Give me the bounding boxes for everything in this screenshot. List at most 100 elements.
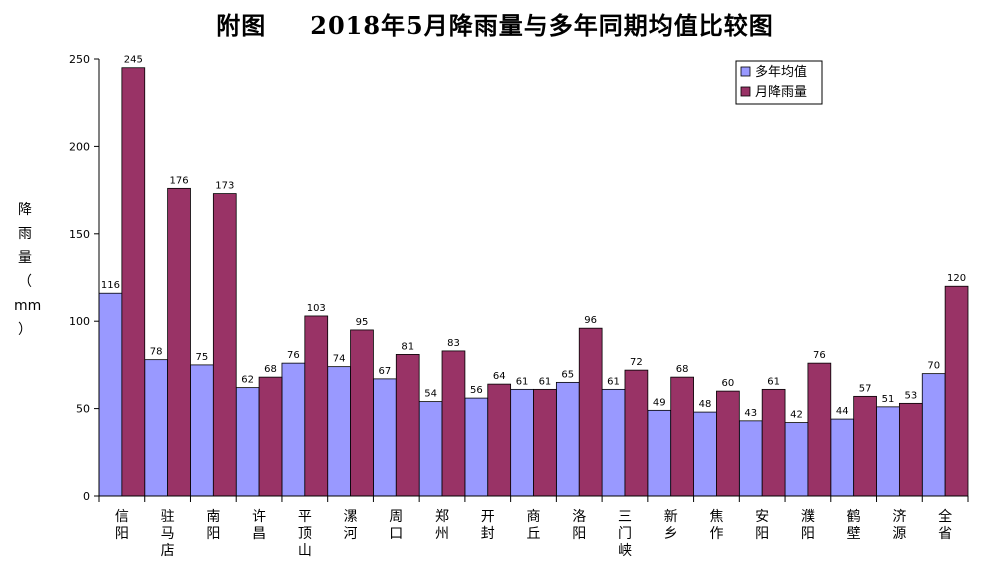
data-label: 53 xyxy=(904,390,917,401)
data-label: 83 xyxy=(447,338,460,349)
data-label: 103 xyxy=(307,303,326,314)
data-label: 64 xyxy=(493,371,506,382)
data-label: 74 xyxy=(333,354,346,365)
data-label: 68 xyxy=(264,364,277,375)
data-label: 116 xyxy=(101,280,120,291)
x-tick-label-char: 郑 xyxy=(435,509,449,525)
data-label: 61 xyxy=(516,376,529,387)
y-axis-label: 降 雨 量 （ mm ） xyxy=(14,198,41,342)
y-axis-label-char: ） xyxy=(18,322,32,338)
x-tick-label: 新乡 xyxy=(664,509,678,542)
bar-may xyxy=(487,383,512,497)
data-label: 62 xyxy=(241,375,254,386)
bar-may xyxy=(761,388,786,497)
x-tick-label-char: 马 xyxy=(161,526,175,542)
bar-avg xyxy=(555,381,580,497)
data-label: 76 xyxy=(813,350,826,361)
bar-may xyxy=(624,369,649,497)
x-tick-label-char: 焦 xyxy=(709,509,723,525)
bar-may xyxy=(304,315,329,497)
x-tick-label-char: 顶 xyxy=(298,526,312,542)
x-tick-label-char: 新 xyxy=(664,509,678,525)
bar-may xyxy=(807,362,832,497)
bar-avg xyxy=(144,359,169,497)
x-tick-label-char: 封 xyxy=(481,526,495,542)
x-tick-label-char: 三 xyxy=(618,509,632,525)
x-tick-label-char: 口 xyxy=(389,526,403,542)
y-axis-label-char: 雨 xyxy=(18,226,32,242)
bar-may xyxy=(121,67,146,497)
x-tick-label-char: 阳 xyxy=(755,526,769,542)
x-tick-label: 商丘 xyxy=(527,509,541,542)
bar-may xyxy=(578,327,603,497)
x-tick-label-char: 驻 xyxy=(161,509,175,525)
y-axis-label-char: 量 xyxy=(18,250,32,266)
x-tick-label-char: 门 xyxy=(618,526,632,542)
x-tick-label: 周口 xyxy=(389,509,403,542)
data-label: 56 xyxy=(470,385,483,396)
x-tick-label: 郑州 xyxy=(435,509,449,542)
data-label: 75 xyxy=(196,352,209,363)
bar-avg xyxy=(830,418,855,497)
bar-avg xyxy=(373,378,397,497)
x-tick-label-char: 漯 xyxy=(344,509,358,525)
data-label: 48 xyxy=(699,399,712,410)
data-label: 61 xyxy=(767,376,780,387)
bar-avg xyxy=(98,292,123,497)
y-tick-label: 200 xyxy=(69,140,90,153)
y-tick-label: 250 xyxy=(69,53,90,66)
bar-may xyxy=(258,376,283,497)
x-tick-label: 三门峡 xyxy=(618,509,632,559)
data-label: 60 xyxy=(722,378,735,389)
x-tick-label-char: 河 xyxy=(344,526,358,542)
x-tick-label-char: 山 xyxy=(298,543,312,559)
data-label: 44 xyxy=(836,406,849,417)
bar-avg xyxy=(601,388,626,497)
data-label: 78 xyxy=(150,347,163,358)
x-tick-label-char: 许 xyxy=(252,509,266,525)
bar-avg xyxy=(921,373,946,497)
bar-may xyxy=(350,329,374,497)
x-tick-label-char: 阳 xyxy=(115,526,129,542)
x-tick-label-char: 信 xyxy=(115,509,129,525)
data-label: 81 xyxy=(401,341,414,352)
x-tick-label-char: 周 xyxy=(389,509,403,525)
bar-may xyxy=(167,187,191,497)
x-tick-label-char: 昌 xyxy=(252,526,266,542)
x-tick-label-char: 鹤 xyxy=(847,509,861,525)
labels-layer: 116 78 75 62 76 74 67 54 56 61 65 61 49 48 43 42 44 51 70 2… xyxy=(101,55,966,421)
bar-avg xyxy=(876,406,900,497)
bar-may xyxy=(441,350,466,497)
data-label: 49 xyxy=(653,397,666,408)
data-label: 61 xyxy=(607,376,620,387)
data-label: 120 xyxy=(947,273,966,284)
x-tick-label: 全省 xyxy=(938,508,952,542)
data-label: 54 xyxy=(424,389,437,400)
x-tick-label-char: 阳 xyxy=(206,526,220,542)
data-label: 51 xyxy=(882,394,895,405)
data-label: 70 xyxy=(927,361,940,372)
x-tick-label-char: 峡 xyxy=(618,543,632,559)
x-tick-label-char: 商 xyxy=(527,509,541,525)
data-label: 42 xyxy=(790,410,803,421)
y-axis-label-char: （ xyxy=(18,274,32,290)
bar-avg xyxy=(784,422,809,497)
x-tick-label-char: 丘 xyxy=(527,526,541,542)
bar-avg xyxy=(281,362,306,497)
bar-may xyxy=(533,388,557,497)
bar-avg xyxy=(190,364,214,497)
x-tick-label: 焦作 xyxy=(709,509,723,542)
bar-avg xyxy=(510,388,534,497)
data-label: 176 xyxy=(169,175,188,186)
x-tick-label-char: 作 xyxy=(709,526,723,542)
data-label: 76 xyxy=(287,350,300,361)
y-tick-label: 0 xyxy=(83,490,90,503)
bar-avg xyxy=(418,401,443,497)
legend-label: 多年均值 xyxy=(755,64,807,80)
x-tick-label-char: 开 xyxy=(481,509,495,525)
x-tick-label-char: 源 xyxy=(892,526,906,542)
data-label: 173 xyxy=(215,181,234,192)
x-tick-label: 鹤壁 xyxy=(847,509,861,542)
y-tick-label: 50 xyxy=(76,403,90,416)
